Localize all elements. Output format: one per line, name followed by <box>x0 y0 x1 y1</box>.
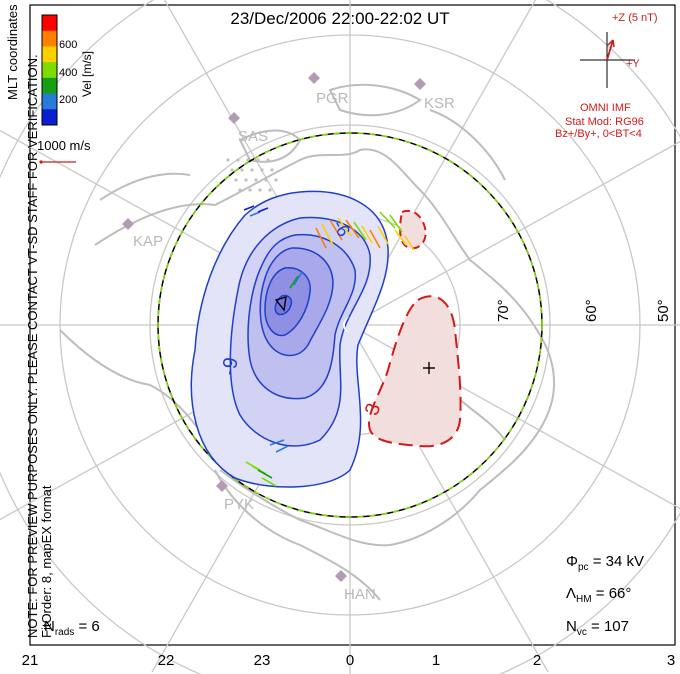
mlt-tick-21: 21 <box>21 652 39 669</box>
imf-clock <box>580 32 635 88</box>
mlt-tick-23: 23 <box>253 652 271 669</box>
preview-note-line2: FitOrder: 8, mapEX format <box>39 485 54 638</box>
station-pgr: PGR <box>316 90 349 107</box>
colorbar-segment <box>42 109 57 126</box>
colorbar-segment <box>42 62 57 79</box>
data-coverage-dots <box>226 158 278 192</box>
stat-vector-count: Nvc = 107 <box>566 618 629 638</box>
colorbar-label: Vel [m/s] <box>80 50 94 97</box>
phi-sub: pc <box>577 562 589 573</box>
station-ksr: KSR <box>424 95 455 112</box>
negative-cell-6 <box>274 294 293 316</box>
phi-value: = 34 kV <box>592 553 644 570</box>
preview-note: NOTE: FOR PREVIEW PURPOSES ONLY. PLEASE … <box>25 54 54 638</box>
map-title: 23/Dec/2006 22:00-22:02 UT <box>230 9 450 28</box>
stat-cross-polar-potential: Φpc = 34 kV <box>566 553 644 573</box>
imf-model: Stat Mod: RG96 <box>565 116 644 128</box>
colorbar-segment <box>42 15 57 32</box>
colorbar <box>41 14 58 126</box>
colorbar-segment <box>42 46 57 63</box>
imf-by-label: +Y <box>626 58 640 70</box>
mlt-tick-22: 22 <box>157 652 175 669</box>
nvc-value: = 107 <box>591 618 629 635</box>
colorbar-segment <box>42 30 57 47</box>
lambda-value: = 66° <box>595 585 632 602</box>
lambda-sub: HM <box>576 594 592 605</box>
station-kap: KAP <box>133 233 164 250</box>
lat-label-50: 50° <box>655 299 672 322</box>
potential-min-marker <box>274 296 287 312</box>
mlt-tick-2: 2 <box>532 652 542 669</box>
pole-marker <box>343 317 351 333</box>
imf-bz-label: +Z (5 nT) <box>612 12 658 24</box>
mlt-tick-0: 0 <box>345 652 355 669</box>
mlt-tick-3: 3 <box>666 652 676 669</box>
coords-label: MLT coordinates <box>5 4 20 100</box>
colorbar-border <box>41 14 58 126</box>
nvc-symbol: N <box>566 618 577 635</box>
lat-label-70: 70° <box>495 299 512 322</box>
colorbar-tick-600: 600 <box>59 39 78 51</box>
stat-radar-count: Nrads = 6 <box>44 618 100 638</box>
nrads-value: = 6 <box>78 618 100 635</box>
contour-label-negative: -9 <box>218 355 243 378</box>
positive-cell-main <box>368 295 462 448</box>
nvc-sub: vc <box>576 627 587 638</box>
colorbar-tick-200: 200 <box>59 94 78 106</box>
preview-note-line1: NOTE: FOR PREVIEW PURPOSES ONLY. PLEASE … <box>25 54 40 638</box>
station-han: HAN <box>344 586 376 603</box>
colorbar-segment <box>42 77 57 95</box>
colorbar-segment <box>42 93 57 110</box>
lat-label-60: 60° <box>583 299 600 322</box>
nrads-symbol: N <box>44 618 55 635</box>
station-sas: SAS <box>238 128 269 145</box>
stat-hm-boundary-lat: ΛHM = 66° <box>566 585 631 605</box>
station-markers <box>122 72 426 582</box>
lambda-symbol: Λ <box>566 585 577 602</box>
station-pyk: PYK <box>224 496 255 513</box>
mlt-tick-1: 1 <box>431 652 441 669</box>
imf-condition: Bz+/By+, 0<BT<4 <box>555 128 642 140</box>
velocity-vectors <box>243 205 415 487</box>
scale-vector-label: 1000 m/s <box>37 138 91 153</box>
phi-symbol: Φ <box>566 553 578 570</box>
potential-max-marker <box>423 362 435 374</box>
scale-vector <box>39 160 76 164</box>
imf-source: OMNI IMF <box>580 102 631 114</box>
colorbar-tick-400: 400 <box>59 67 78 79</box>
nrads-sub: rads <box>54 627 75 638</box>
hm-boundary-dash <box>157 132 543 518</box>
